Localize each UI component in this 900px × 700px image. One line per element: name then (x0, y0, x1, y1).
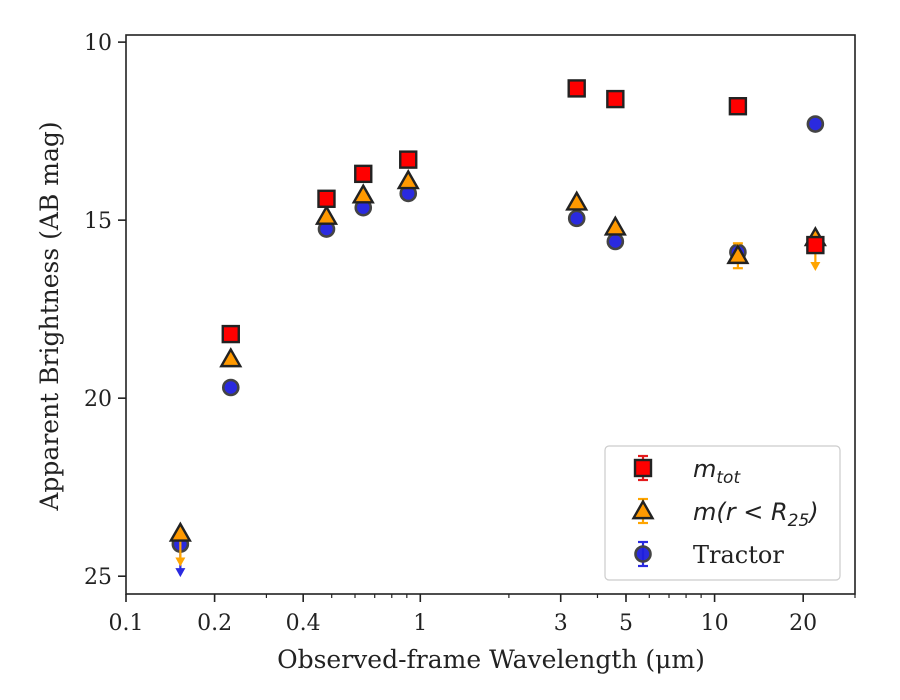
data-point-triangle (603, 215, 627, 236)
y-tick-label: 20 (84, 387, 112, 412)
legend-box (604, 445, 841, 581)
x-tick-label: 3 (554, 611, 568, 636)
data-point-triangle (726, 243, 750, 265)
legend-entry: m(r < R25) (631, 497, 819, 531)
y-axis-label: Apparent Brightness (AB mag) (35, 121, 64, 511)
data-point-triangle (351, 183, 375, 204)
legend-label: Tractor (693, 541, 784, 569)
y-tick-label: 10 (84, 31, 112, 56)
data-point-triangle (168, 521, 192, 542)
legend-label: m(r < R25) (693, 498, 819, 531)
data-point-triangle (565, 190, 589, 211)
data-point-triangle (314, 204, 339, 225)
x-tick-label: 20 (789, 611, 817, 636)
legend: mtot m(r < R25) Tractor (604, 445, 841, 581)
data-point-square (606, 89, 625, 109)
y-tick-label: 15 (84, 209, 112, 234)
upper-limit-arrowhead (810, 261, 821, 271)
series-m-tot (221, 79, 825, 344)
plot-area (168, 79, 827, 578)
x-tick-label: 5 (619, 611, 633, 636)
x-axis-label: Observed-frame Wavelength (μm) (277, 645, 705, 674)
axes: 0.1 0.2 0.4 1 3 5 10 20 10 15 20 25 (84, 31, 856, 636)
x-tick-label: 10 (701, 611, 729, 636)
legend-label: mtot (693, 455, 741, 488)
data-point-circle (221, 378, 240, 397)
y-tick-label: 25 (84, 565, 112, 590)
data-point-square (221, 324, 240, 344)
legend-entry: Tractor (634, 540, 784, 569)
plot-frame (125, 34, 856, 595)
data-point-circle (606, 232, 625, 251)
data-point-square (399, 150, 418, 169)
data-point-square (567, 79, 586, 98)
data-point-triangle (219, 347, 243, 368)
legend-marker-circle (634, 545, 652, 563)
legend-entry: mtot (633, 454, 741, 488)
data-point-square (354, 164, 373, 184)
data-point-square (317, 189, 336, 208)
upper-limit-arrowhead (175, 557, 186, 567)
x-tick-label: 0.2 (197, 611, 232, 636)
x-tick-label: 1 (413, 611, 427, 636)
legend-marker-triangle (631, 499, 655, 520)
data-point-square (806, 235, 825, 255)
data-point-triangle (396, 169, 420, 190)
x-tick-label: 0.4 (286, 611, 321, 636)
data-point-circle (567, 209, 586, 228)
upper-limit-arrowhead (175, 568, 186, 578)
x-tick-label: 0.1 (109, 611, 144, 636)
data-point-square (728, 97, 748, 116)
data-point-circle (806, 115, 825, 133)
legend-marker-square (633, 458, 653, 478)
